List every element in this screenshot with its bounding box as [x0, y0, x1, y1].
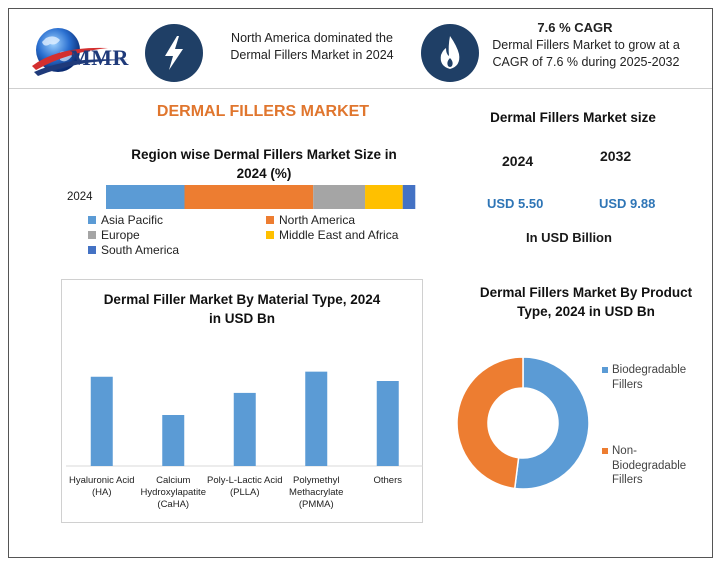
material-bar: [162, 415, 185, 466]
material-category-label: Poly-L-Lactic Acid (PLLA): [206, 475, 283, 498]
globe-icon: [32, 28, 128, 76]
legend-swatch: [266, 216, 274, 224]
cagr-title: 7.6 % CAGR: [537, 20, 613, 35]
legend-swatch: [602, 448, 608, 454]
legend-label: Asia Pacific: [101, 213, 164, 227]
legend-swatch: [88, 216, 96, 224]
material-bar: [376, 381, 399, 466]
legend-swatch: [266, 231, 274, 239]
flame-icon-circle: [421, 24, 479, 82]
material-chart-title: Dermal Filler Market By Material Type, 2…: [103, 292, 381, 326]
size-value-2032: USD 9.88: [599, 196, 656, 211]
legend-label: Europe: [101, 228, 140, 242]
product-legend-item: Biodegradable Fillers: [602, 363, 704, 392]
material-category-label: Others: [373, 475, 402, 486]
legend-label: Middle East and Africa: [279, 228, 399, 242]
product-donut-chart: [456, 356, 590, 490]
region-chart-title: Region wise Dermal Fillers Market Size i…: [131, 147, 397, 181]
region-segment-south-america: [402, 185, 416, 209]
flame-icon: [440, 36, 460, 69]
legend-swatch: [602, 367, 608, 373]
material-bar-chart: [66, 371, 423, 467]
material-chart-box: [61, 279, 423, 523]
material-category-label: Calcium Hydroxylapatite (CaHA): [140, 475, 206, 510]
lightning-icon-circle: [145, 24, 203, 82]
header-divider: [9, 88, 712, 89]
material-bar: [305, 371, 328, 466]
market-size-title: Dermal Fillers Market size: [490, 110, 656, 125]
infographic-frame: [8, 8, 713, 558]
donut-slice: [513, 356, 590, 490]
product-legend-item: Non-Biodegradable Fillers: [602, 444, 704, 488]
region-segment-asia-pacific: [106, 185, 185, 209]
donut-slice: [456, 356, 524, 490]
header-left-text: North America dominated the Dermal Fille…: [230, 31, 394, 62]
region-segment-middle-east-and-africa: [365, 185, 403, 209]
logo-text: MMR: [70, 45, 129, 70]
legend-swatch: [88, 231, 96, 239]
size-year-2032: 2032: [600, 148, 632, 164]
legend-label: Non-Biodegradable Fillers: [612, 445, 687, 486]
material-category-label: Hyaluronic Acid (HA): [69, 475, 135, 498]
size-year-2024: 2024: [502, 153, 534, 169]
size-unit: In USD Billion: [526, 230, 612, 245]
region-segment-north-america: [184, 185, 314, 209]
region-legend-item: Middle East and Africa: [266, 228, 398, 242]
page-title: DERMAL FILLERS MARKET: [156, 103, 370, 120]
material-category-label: Polymethyl Methacrylate (PMMA): [289, 475, 344, 510]
region-legend-item: Asia Pacific: [88, 213, 163, 227]
legend-label: North America: [279, 213, 356, 227]
region-stacked-bar: [106, 185, 416, 209]
material-bar: [90, 376, 113, 466]
region-legend-item: North America: [266, 213, 355, 227]
region-segment-europe: [313, 185, 366, 209]
region-legend-item: Europe: [88, 228, 140, 242]
legend-label: Biodegradable Fillers: [612, 364, 687, 391]
material-bar: [233, 392, 256, 466]
region-chart-category-label: 2024: [67, 191, 93, 203]
cagr-text: Dermal Fillers Market to grow at a CAGR …: [492, 38, 680, 69]
product-chart-title: Dermal Fillers Market By Product Type, 2…: [479, 285, 693, 319]
lightning-icon: [165, 36, 183, 70]
size-value-2024: USD 5.50: [487, 196, 544, 211]
legend-swatch: [88, 246, 96, 254]
legend-label: South America: [101, 243, 180, 257]
region-legend-item: South America: [88, 243, 179, 257]
